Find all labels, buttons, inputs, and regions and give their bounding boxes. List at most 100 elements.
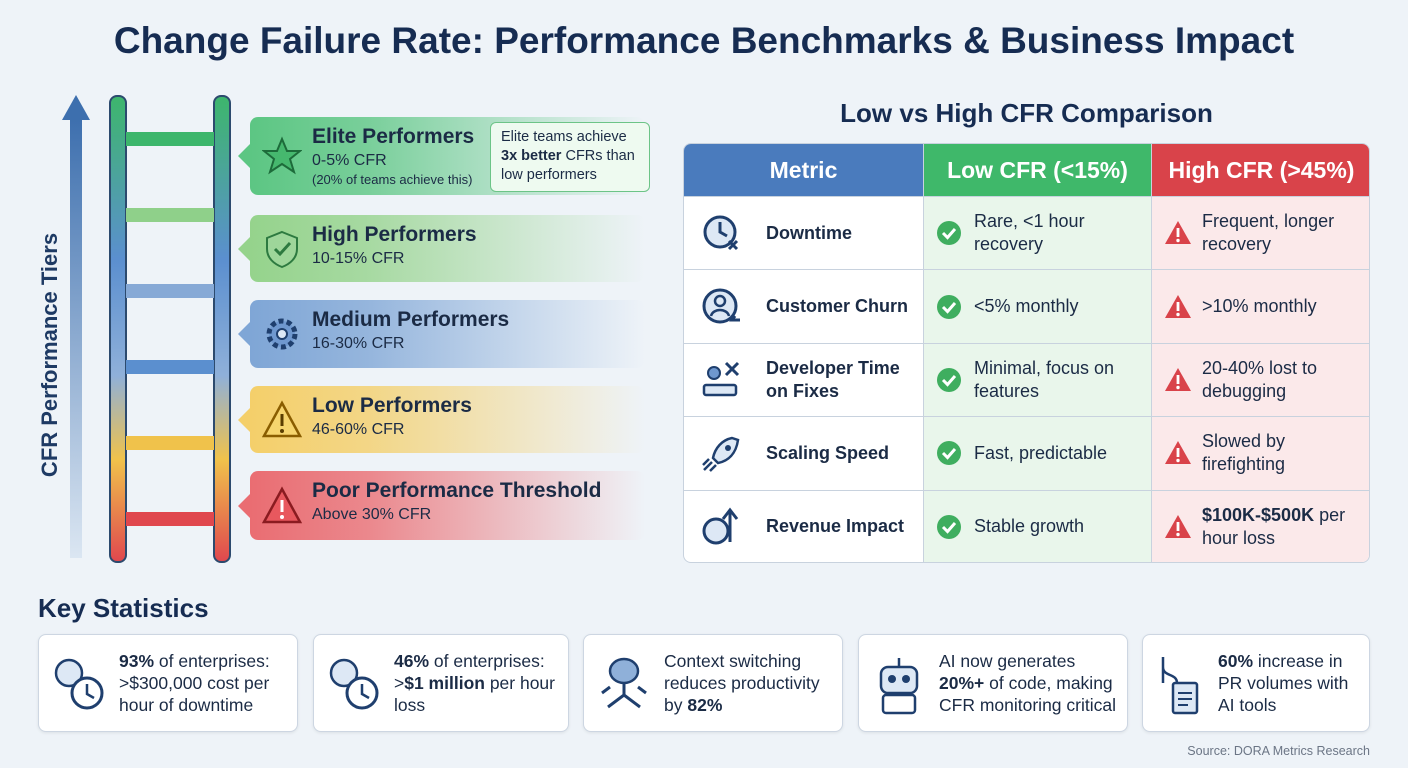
tier-pointer	[238, 493, 250, 518]
low-cell: Minimal, focus on features	[924, 343, 1152, 418]
icon	[703, 215, 739, 251]
table-header: Metric	[684, 144, 924, 197]
text-run: $1 million	[404, 673, 485, 693]
icon	[54, 658, 104, 710]
key-statistics-title: Key Statistics	[38, 593, 209, 623]
metric-name: Downtime	[766, 222, 853, 243]
icon	[937, 514, 961, 539]
text-run: 82%	[687, 695, 723, 715]
low-cell: <5% monthly	[924, 270, 1152, 344]
tier-range: 16-30% CFR	[312, 335, 405, 352]
tier-range: 46-60% CFR	[312, 421, 405, 438]
low-cell: Rare, <1 hour recovery	[924, 197, 1152, 271]
tier-name: Low Performers	[312, 394, 472, 417]
icon	[702, 288, 740, 324]
metric-cell: Downtime	[684, 197, 924, 271]
low-text: Minimal, focus on features	[974, 357, 1115, 401]
text-run: $100K-$500K	[1202, 504, 1315, 525]
stat-text: AI now generates 20%+ of code, making CF…	[939, 650, 1119, 716]
icon	[879, 658, 919, 715]
icon	[937, 294, 961, 319]
low-text: Fast, predictable	[974, 442, 1108, 463]
icon	[329, 658, 379, 710]
icon	[1165, 221, 1191, 245]
high-cell: $100K-$500K per hour loss	[1152, 490, 1369, 562]
text-run: of enterprises: >$300,000 cost per hour …	[119, 651, 270, 715]
tier-pointer	[238, 407, 250, 432]
icon	[262, 485, 302, 523]
stat-text: 46% of enterprises: >$1 million per hour…	[394, 650, 560, 716]
tier-note: (20% of teams achieve this)	[312, 172, 473, 187]
icon	[937, 221, 961, 246]
metric-name: Revenue Impact	[766, 516, 905, 537]
ladder-graphic	[62, 95, 231, 563]
low-cell: Fast, predictable	[924, 417, 1152, 491]
text-run: CFRs than low performers	[501, 148, 635, 183]
stat-text: Context switching reduces productivity b…	[664, 650, 834, 716]
metric-cell: Developer Time on Fixes	[684, 343, 924, 418]
high-cell: >10% monthly	[1152, 270, 1369, 344]
table-header: Low CFR (<15%)	[924, 144, 1152, 197]
text-run: AI now generates	[939, 651, 1076, 671]
text-run: 3x better	[501, 148, 562, 164]
icon	[702, 507, 739, 545]
callout: Elite teams achieve 3x better CFRs than …	[490, 122, 650, 192]
metric-name: Developer Time on Fixes	[766, 357, 900, 401]
high-cell: Frequent, longer recovery	[1152, 197, 1369, 271]
icon	[937, 441, 961, 466]
icon	[1165, 294, 1191, 318]
source: Source: DORA Metrics Research	[1187, 744, 1370, 758]
tier-pointer	[238, 322, 250, 346]
low-cell: Stable growth	[924, 490, 1152, 562]
table-header: High CFR (>45%)	[1152, 144, 1369, 197]
metric-name: Scaling Speed	[766, 442, 890, 463]
icon	[1165, 514, 1191, 538]
high-text: Frequent, longer recovery	[1202, 211, 1335, 255]
stat-text: 93% of enterprises: >$300,000 cost per h…	[119, 650, 289, 716]
tier-name: Elite Performers	[312, 125, 475, 148]
tier-name: Medium Performers	[312, 308, 510, 331]
stat-card: 93% of enterprises: >$300,000 cost per h…	[38, 634, 298, 732]
high-cell: 20-40% lost to debugging	[1152, 343, 1369, 418]
text-run: per hour loss	[394, 673, 555, 715]
text-run: 93%	[119, 651, 155, 671]
text-run: per hour loss	[1202, 504, 1346, 548]
metric-cell: Customer Churn	[684, 270, 924, 344]
text-run: 20%+	[939, 673, 985, 693]
icon	[702, 437, 740, 473]
icon	[262, 136, 302, 175]
tier-card: High Performers 10-15% CFR	[238, 215, 645, 282]
high-cell: Slowed by firefighting	[1152, 417, 1369, 491]
tier-name: Poor Performance Threshold	[312, 479, 602, 502]
comparison-title: Low vs High CFR Comparison	[840, 98, 1213, 128]
icon	[262, 399, 302, 437]
tier-range: Above 30% CFR	[312, 506, 432, 523]
tier-pointer	[238, 144, 250, 168]
metric-cell: Revenue Impact	[684, 490, 924, 562]
icon	[601, 657, 647, 709]
page-title: Change Failure Rate: Performance Benchma…	[113, 20, 1295, 61]
tier-card: Medium Performers 16-30% CFR	[238, 300, 645, 368]
icon	[1165, 367, 1191, 391]
text-run: Context switching reduces productivity b…	[664, 651, 820, 715]
high-text: $100K-$500K per hour loss	[1202, 504, 1352, 550]
tier-pointer	[238, 236, 250, 261]
tier-name: High Performers	[312, 223, 477, 246]
metric-name: Customer Churn	[766, 296, 909, 317]
high-text: >10% monthly	[1202, 296, 1317, 317]
tier-card: Low Performers 46-60% CFR	[238, 386, 645, 453]
icon	[266, 318, 298, 350]
text-run: of enterprises: >	[394, 651, 545, 693]
text-run: Elite teams achieve	[501, 129, 627, 145]
icon	[702, 361, 740, 397]
stat-card: Context switching reduces productivity b…	[583, 634, 843, 732]
text-run: of code, making CFR monitoring critical	[939, 673, 1116, 715]
stat-card: 60% increase in PR volumes with AI tools	[1142, 634, 1370, 732]
icon	[1165, 441, 1191, 465]
icon	[1161, 657, 1199, 715]
comparison-table: Metric Low CFR (<15%) High CFR (>45%) Downt…	[683, 143, 1370, 563]
icon	[266, 230, 298, 268]
tier-card: Poor Performance Threshold Above 30% CFR	[238, 471, 645, 540]
text-run: 60%	[1218, 651, 1254, 671]
